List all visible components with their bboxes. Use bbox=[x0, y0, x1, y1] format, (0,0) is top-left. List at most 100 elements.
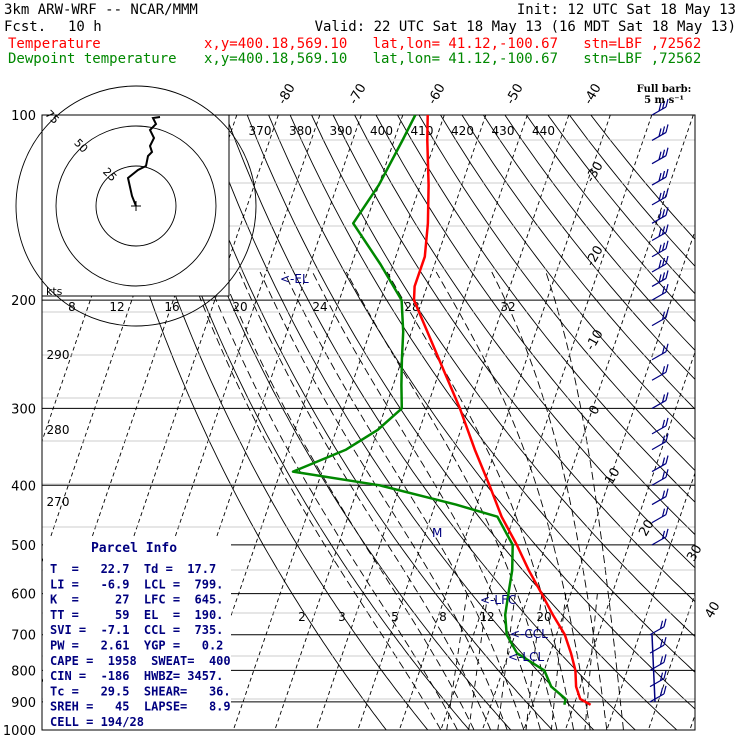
wind-barb-flag bbox=[665, 528, 669, 538]
wind-barb-flag bbox=[661, 457, 666, 466]
parcel-info-row: CIN = -186 HWBZ= 3457. bbox=[50, 669, 223, 683]
wind-barb bbox=[651, 351, 667, 361]
wind-barb bbox=[651, 425, 667, 435]
moist-adiabat-line bbox=[283, 271, 525, 730]
theta-label: 440 bbox=[532, 124, 555, 138]
dry-adiabat-line bbox=[397, 115, 695, 503]
parcel-info-row: TT = 59 EL = 190. bbox=[50, 608, 223, 622]
wind-barb-flag bbox=[659, 687, 664, 697]
wind-barb-flag bbox=[665, 455, 669, 464]
mixing-ratio-label: 12 bbox=[479, 610, 494, 624]
theta-label: 290 bbox=[47, 348, 70, 362]
mixing-ratio-labels: 2 3 5 8 12 20 bbox=[298, 610, 551, 624]
moist-adiabat-line bbox=[259, 271, 508, 730]
wind-barb-flag bbox=[661, 226, 666, 235]
wind-barb bbox=[649, 626, 665, 636]
wind-barb-flag bbox=[661, 209, 666, 218]
isotherm-label: 10 bbox=[602, 465, 623, 487]
mixing-ratio-line bbox=[446, 593, 468, 730]
parcel-info-row: K = 27 LFC = 645. bbox=[50, 593, 223, 607]
level-annotation: M bbox=[432, 526, 442, 540]
dry-adiabat-line bbox=[461, 115, 695, 410]
level-annotation: <-EL bbox=[280, 272, 309, 286]
wind-barb-lower bbox=[651, 634, 656, 702]
wind-barb-flag bbox=[665, 147, 669, 156]
wind-barb-flag bbox=[663, 618, 667, 627]
init-time: Init: 12 UTC Sat 18 May 13 bbox=[516, 2, 736, 18]
wind-barb-flag bbox=[665, 240, 669, 249]
level-annotation: <-CCL bbox=[510, 627, 548, 641]
hodograph-ring bbox=[55, 125, 217, 287]
theta-label: 410 bbox=[411, 124, 434, 138]
wind-barb-flag bbox=[665, 469, 669, 478]
wind-barb bbox=[651, 463, 667, 473]
speed-axis-label: 16 bbox=[164, 300, 179, 314]
wind-barb-flag bbox=[661, 530, 666, 540]
isotherm-line bbox=[564, 350, 695, 730]
isotherm-line bbox=[647, 592, 695, 730]
wind-barb-flag bbox=[661, 311, 666, 320]
wind-barb-flag bbox=[665, 124, 669, 133]
speed-axis-label: 32 bbox=[500, 300, 515, 314]
isotherm-line bbox=[315, 115, 528, 730]
mixing-ratio-label: 3 bbox=[338, 610, 346, 624]
wind-barb-flag bbox=[665, 343, 669, 352]
wind-barb bbox=[651, 514, 667, 524]
wind-barb bbox=[651, 291, 667, 301]
dry-adiabat-line bbox=[182, 115, 553, 730]
isotherm-label: 0 bbox=[586, 403, 603, 418]
wind-barb-flag bbox=[658, 259, 662, 269]
dry-adiabat-line bbox=[418, 115, 695, 472]
wind-barb-flag bbox=[663, 654, 667, 663]
parcel-info-title: Parcel Info bbox=[91, 541, 177, 556]
wind-barb-flag bbox=[661, 508, 666, 517]
isotherm-line bbox=[440, 115, 653, 730]
wind-barb-flag bbox=[663, 685, 667, 695]
moist-adiabat-line bbox=[312, 271, 541, 730]
sounding-curves bbox=[291, 115, 592, 706]
temperature-line bbox=[412, 115, 592, 706]
wind-barb-flag bbox=[665, 98, 669, 108]
isobar-label: 500 bbox=[11, 539, 36, 554]
dewpoint-line bbox=[291, 115, 567, 706]
theta-label: 370 bbox=[249, 124, 272, 138]
point-info-dewpoint: x,y=400.18,569.10 lat,lon= 41.12,-100.67… bbox=[204, 51, 702, 67]
wind-barb-flag bbox=[665, 188, 669, 198]
speed-axis-label: 8 bbox=[68, 300, 76, 314]
wind-barb-flag bbox=[661, 435, 666, 444]
wind-barb bbox=[651, 476, 667, 486]
isotherm-line bbox=[689, 713, 695, 730]
isotherm-label: -30 bbox=[583, 159, 607, 185]
parcel-info-row: SREH = 45 LAPSE= 8.9 bbox=[50, 700, 231, 714]
wind-barb-flag bbox=[665, 433, 669, 442]
wind-barb-flag bbox=[665, 364, 669, 373]
forecast-hour: 10 h bbox=[68, 19, 102, 35]
isobar-label: 900 bbox=[11, 696, 36, 711]
valid-time: Valid: 22 UTC Sat 18 May 13 (16 MDT Sat … bbox=[314, 19, 736, 35]
wind-barb-flag bbox=[665, 488, 669, 497]
parcel-info-row: T = 22.7 Td = 17.7 bbox=[50, 562, 216, 576]
isotherm-label: 30 bbox=[684, 542, 705, 564]
wind-barb-flag bbox=[658, 211, 662, 220]
wind-barb-flag bbox=[665, 283, 669, 293]
isotherm-line bbox=[398, 115, 611, 730]
hodograph-ring bbox=[95, 165, 177, 247]
legend-dewpoint: Dewpoint temperature bbox=[8, 51, 177, 67]
dry-adiabat-line bbox=[268, 115, 695, 710]
model-title: 3km ARW-WRF -- NCAR/MMM bbox=[4, 2, 198, 18]
wind-barb-flag bbox=[659, 672, 664, 681]
wind-barb-label: Full barb: 5 m s⁻¹ bbox=[637, 84, 692, 106]
isobar-label: 800 bbox=[11, 664, 36, 679]
isobar-label: 300 bbox=[11, 402, 36, 417]
speed-axis-label: 12 bbox=[109, 300, 124, 314]
isotherm-line bbox=[357, 115, 570, 730]
isotherm-label: -70 bbox=[346, 81, 370, 107]
moist-adiabat-line bbox=[435, 271, 591, 730]
wind-barb-flag bbox=[665, 270, 669, 279]
wind-barb bbox=[649, 693, 665, 703]
hodograph-ring bbox=[15, 85, 257, 327]
isotherm-line bbox=[523, 229, 695, 730]
wind-barb-flag bbox=[658, 102, 662, 112]
